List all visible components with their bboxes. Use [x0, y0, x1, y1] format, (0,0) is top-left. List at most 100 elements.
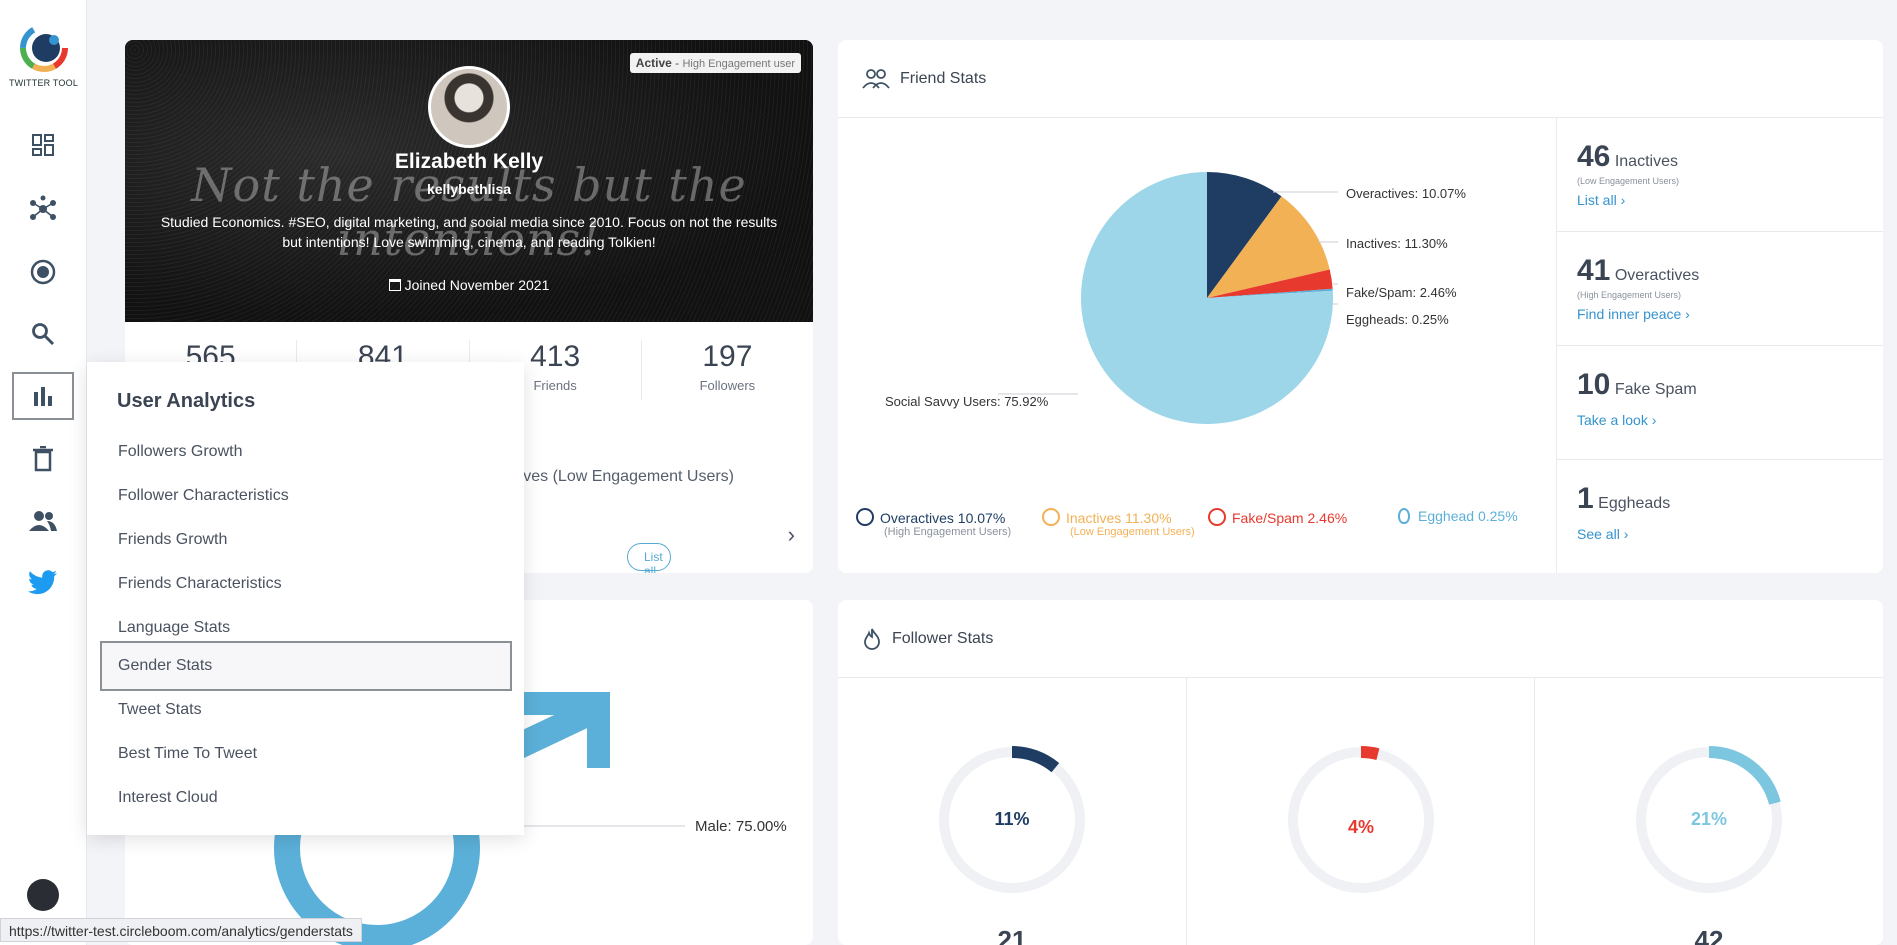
pie-slice-inactives[interactable] — [1207, 196, 1330, 298]
nav-analytics[interactable] — [12, 372, 74, 420]
friend-pie-chart — [998, 172, 1338, 425]
stat-friends-num: 413 — [530, 340, 581, 373]
donut-value-arc — [1287, 746, 1435, 894]
stat-followers-num: 197 — [702, 340, 753, 373]
inactives-heading: Inactives (Low Engagement Users) — [485, 468, 734, 485]
overactives-icon — [856, 508, 874, 526]
follower-stats-card: Follower Stats 11% 21 4% 21% 42 — [838, 600, 1883, 945]
male-label: Male: 75.00% — [695, 818, 787, 835]
pie-label-social: Social Savvy Users: 75.92% — [885, 394, 1049, 409]
legend-inactives-label: Inactives 11.30% — [1066, 510, 1172, 526]
nav-twitter[interactable] — [12, 559, 74, 607]
flame-icon — [864, 628, 880, 650]
find-inner-peace-link[interactable]: Find inner peace › — [1577, 306, 1690, 322]
see-all-link[interactable]: See all › — [1577, 526, 1629, 542]
legend-overactives-label: Overactives 10.07% — [880, 510, 1006, 526]
search-icon — [32, 323, 55, 346]
summary-fakespam-name: Fake Spam — [1614, 381, 1697, 398]
summary-overactives: 41 Overactives (High Engagement Users) F… — [1557, 232, 1883, 346]
sidebar: TWITTER TOOL — [0, 0, 87, 945]
donut-count-3: 42 — [1694, 925, 1724, 945]
pie-slice-eggheads[interactable] — [1207, 288, 1333, 298]
menu-item-followers-growth[interactable]: Followers Growth — [118, 443, 243, 460]
summary-inactives-count: 46 — [1577, 140, 1611, 173]
target-icon — [30, 259, 56, 285]
menu-item-best-time[interactable]: Best Time To Tweet — [118, 745, 258, 762]
pie-label-inactives: Inactives: 11.30% — [1346, 236, 1448, 251]
profile-bio: Studied Economics. #SEO, digital marketi… — [160, 214, 778, 250]
list-all-link[interactable]: List all › — [1577, 192, 1626, 208]
twitter-icon — [28, 570, 57, 595]
user-analytics-menu: User Analytics Followers Growth Follower… — [87, 362, 524, 835]
pie-label-overactives: Overactives: 10.07% — [1346, 186, 1466, 201]
nav-delete[interactable] — [12, 435, 74, 483]
profile-name: Elizabeth Kelly — [394, 150, 544, 173]
legend-fakespam-label: Fake/Spam 2.46% — [1232, 510, 1348, 526]
menu-item-language-stats[interactable]: Language Stats — [118, 619, 231, 636]
legend-overactives-sub: (High Engagement Users) — [884, 526, 1012, 538]
menu-title: User Analytics — [117, 390, 256, 412]
profile-handle[interactable]: kellybethlisa — [426, 181, 512, 197]
menu-item-follower-characteristics[interactable]: Follower Characteristics — [118, 487, 289, 504]
summary-overactives-name: Overactives — [1614, 267, 1700, 284]
cover-slogan: Not the results but the intentions! — [191, 158, 747, 266]
donut-chart-inactives — [1635, 746, 1783, 894]
friend-stats-summary: 46 Inactives (Low Engagement Users) List… — [1556, 118, 1883, 573]
summary-fakespam-count: 10 — [1577, 368, 1611, 401]
users-icon — [29, 511, 57, 531]
donut-pct-3: 21% — [1690, 809, 1728, 829]
menu-item-interest-cloud[interactable]: Interest Cloud — [118, 789, 218, 806]
donut-pct-1: 11% — [994, 809, 1030, 829]
status-badge: Active - High Engagement user — [629, 53, 801, 73]
nav-dashboard[interactable] — [12, 121, 74, 169]
status-bar-url: https://twitter-test.circleboom.com/anal… — [0, 918, 362, 942]
pie-label-fakespam: Fake/Spam: 2.46% — [1346, 285, 1457, 300]
pie-slice-fake-spam[interactable] — [1207, 269, 1333, 298]
donut-chart-overactives — [938, 746, 1086, 894]
nav-target[interactable] — [12, 248, 74, 296]
inactives-icon — [1042, 508, 1060, 526]
stat-friends-label: Friends — [533, 378, 577, 393]
donut-pct-2: 4% — [1347, 817, 1374, 837]
summary-eggheads: 1 Eggheads See all › — [1557, 460, 1883, 574]
trash-icon — [33, 446, 53, 472]
profile-photo — [428, 66, 510, 148]
donut-chart-fakespam — [1287, 746, 1435, 894]
summary-fakespam: 10 Fake Spam Take a look › — [1557, 346, 1883, 460]
donut-count-1: 21 — [997, 925, 1027, 945]
nav-network[interactable] — [12, 185, 74, 233]
stat-followers[interactable]: 197 Followers — [640, 340, 813, 400]
nav-users[interactable] — [12, 497, 74, 545]
menu-item-gender-stats[interactable]: Gender Stats — [118, 657, 213, 674]
menu-item-highlight — [100, 641, 512, 691]
egghead-icon — [1398, 508, 1410, 524]
menu-item-tweet-stats[interactable]: Tweet Stats — [118, 701, 202, 718]
donut-col-2: 4% — [1186, 678, 1534, 945]
donut-value-arc — [938, 746, 1086, 894]
summary-eggheads-name: Eggheads — [1598, 495, 1671, 512]
pie-slice-overactives[interactable] — [1207, 172, 1282, 298]
donut-col-3: 21% 42 — [1534, 678, 1882, 945]
legend-egghead-label: Egghead 0.25% — [1418, 508, 1518, 524]
fakespam-icon — [1208, 508, 1226, 526]
analytics-icon — [34, 387, 52, 406]
list-all-button[interactable]: List all — [627, 543, 671, 573]
pie-label-eggheads: Eggheads: 0.25% — [1346, 312, 1449, 327]
legend-egghead: Egghead 0.25% — [1398, 508, 1518, 524]
logo[interactable]: TWITTER TOOL — [0, 24, 87, 88]
donut-value-arc — [1635, 746, 1783, 894]
menu-item-friends-growth[interactable]: Friends Growth — [118, 531, 228, 548]
pie-slice-social-savvy-users[interactable] — [1081, 172, 1333, 425]
take-a-look-link[interactable]: Take a look › — [1577, 412, 1657, 428]
joined-text: Joined November 2021 — [404, 277, 550, 293]
user-avatar[interactable] — [27, 879, 59, 911]
friends-icon — [862, 68, 890, 89]
donut-col-1: 11% 21 — [838, 678, 1186, 945]
summary-eggheads-count: 1 — [1577, 482, 1594, 515]
legend-overactives: Overactives 10.07% (High Engagement User… — [856, 508, 1011, 538]
nav-search[interactable] — [12, 310, 74, 358]
profile-joined: Joined November 2021 — [125, 277, 813, 293]
chevron-right-icon[interactable]: › — [787, 522, 795, 547]
menu-item-friends-characteristics[interactable]: Friends Characteristics — [118, 575, 282, 592]
friend-stats-card: Friend Stats Overactives: 10.07% Inactiv… — [838, 40, 1883, 573]
